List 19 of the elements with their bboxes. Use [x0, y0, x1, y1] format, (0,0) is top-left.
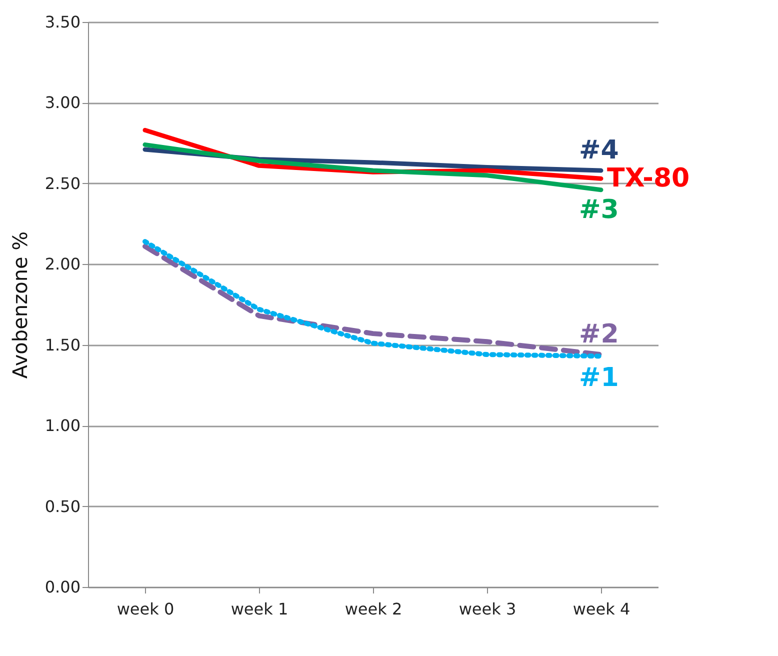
series-label: #3: [579, 194, 619, 225]
series-label: #4: [579, 136, 619, 166]
y-tick-label: 0.50: [44, 496, 80, 516]
x-tick-label: week 1: [230, 600, 288, 618]
y-tick-label: 2.00: [44, 254, 80, 274]
x-tick-label: week 0: [116, 600, 174, 618]
series-label: #1: [579, 363, 619, 394]
y-tick-label: 2.50: [44, 174, 80, 193]
series-label: TX-80: [607, 164, 690, 194]
y-tick-label: 3.00: [44, 93, 80, 112]
y-axis-title: Avobenzone %: [8, 231, 32, 379]
y-tick-label: 3.50: [44, 12, 80, 32]
x-tick-label: week 2: [344, 600, 402, 618]
x-tick-label: week 4: [572, 600, 630, 618]
x-tick-label: week 3: [458, 600, 516, 618]
series-label: #2: [579, 320, 619, 350]
y-tick-label: 1.50: [44, 335, 80, 354]
y-tick-label: 0.00: [44, 578, 80, 596]
y-tick-label: 1.00: [44, 416, 80, 436]
